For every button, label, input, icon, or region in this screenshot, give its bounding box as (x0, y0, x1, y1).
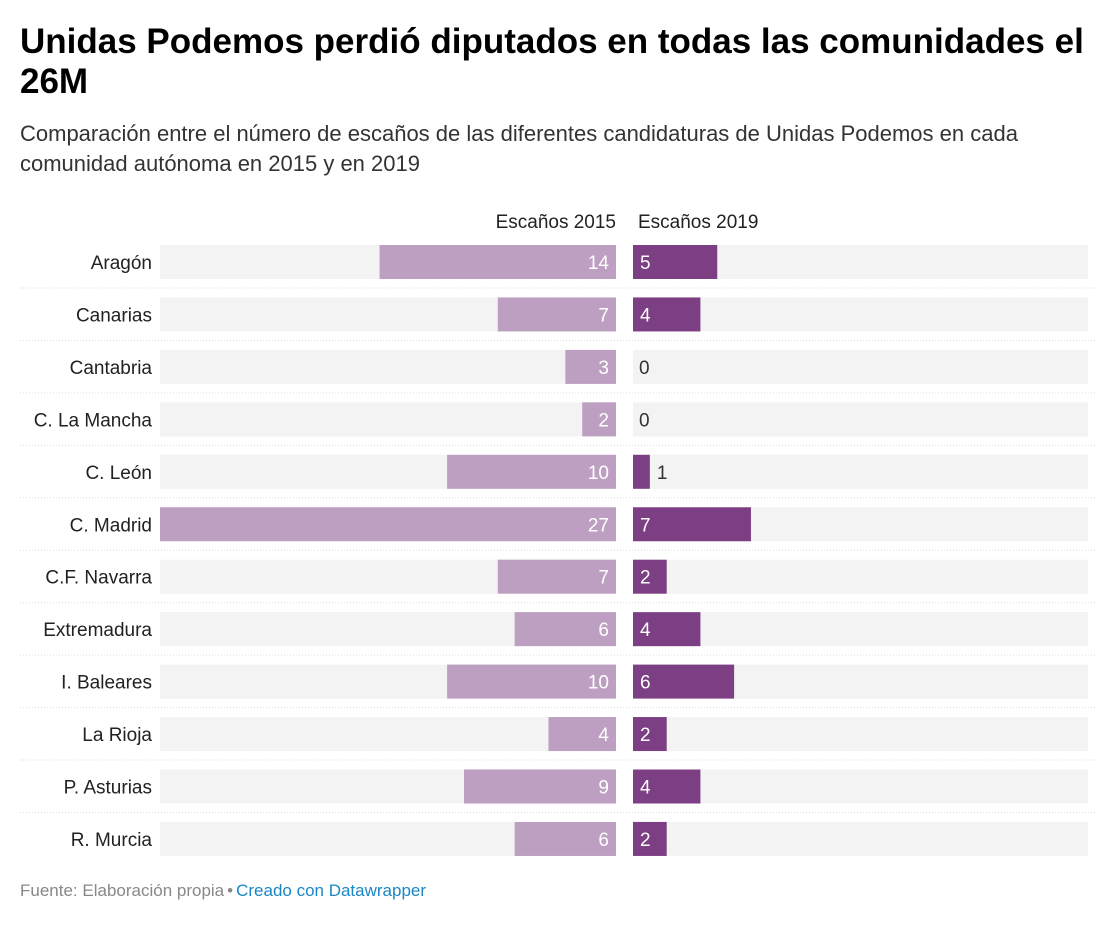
bar-2019 (633, 664, 735, 699)
value-label-2015: 10 (588, 463, 609, 484)
category-label: C. León (85, 463, 152, 484)
bar-2015 (379, 245, 616, 279)
value-label-2019: 2 (640, 830, 651, 851)
bar-2015 (160, 507, 616, 542)
value-label-2019: 4 (640, 305, 651, 326)
bar-2019 (633, 297, 701, 332)
value-label-2019: 2 (640, 568, 651, 589)
bar-2015 (548, 717, 616, 752)
track-2019 (633, 821, 1088, 856)
track-2015 (160, 717, 616, 752)
value-label-2019: 6 (640, 673, 651, 694)
source-note: Fuente: Elaboración propia (20, 881, 225, 900)
category-label: La Rioja (82, 725, 152, 746)
value-label-2019: 7 (640, 515, 651, 536)
bar-2019 (633, 612, 701, 647)
track-2019 (633, 612, 1088, 647)
value-label-2015: 3 (598, 358, 609, 379)
track-2019 (633, 454, 1088, 489)
category-label: P. Asturias (64, 778, 152, 799)
bar-2015 (497, 559, 616, 594)
bar-2019 (633, 454, 650, 489)
bar-2015 (464, 769, 616, 804)
bar-2015 (497, 297, 616, 332)
track-2019 (633, 769, 1088, 804)
value-label-2015: 6 (598, 830, 609, 851)
datawrapper-credit-link[interactable]: Creado con Datawrapper (236, 881, 427, 900)
category-label: C.F. Navarra (45, 568, 152, 589)
track-2015 (160, 349, 616, 384)
value-label-2019: 4 (640, 620, 651, 641)
value-label-2015: 7 (598, 568, 609, 589)
value-label-2015: 9 (598, 778, 609, 799)
footer-separator: • (227, 881, 234, 900)
bar-2015 (447, 664, 616, 699)
chart-title: Unidas Podemos perdió diputados en todas… (20, 22, 1084, 101)
value-label-2015: 6 (598, 620, 609, 641)
category-label: C. La Mancha (34, 410, 153, 431)
category-label: C. Madrid (70, 515, 152, 536)
value-label-2015: 7 (598, 305, 609, 326)
category-label: Cantabria (70, 358, 153, 379)
bar-2019 (633, 769, 701, 804)
value-label-2019: 5 (640, 253, 651, 274)
footer: Fuente: Elaboración propia • Creado con Da… (20, 881, 426, 901)
bar-2019 (633, 821, 667, 856)
bar-2015 (565, 349, 616, 384)
chart-subtitle: Comparación entre el número de escaños d… (20, 121, 1018, 176)
bar-2015 (514, 821, 616, 856)
category-label: I. Baleares (61, 673, 152, 694)
value-label-2015: 27 (588, 515, 609, 536)
value-label-2015: 14 (588, 253, 610, 274)
value-label-2015: 10 (588, 673, 609, 694)
bar-2015 (447, 454, 616, 489)
category-label: Canarias (76, 305, 152, 326)
track-2019 (633, 402, 1088, 437)
bar-2019 (633, 245, 718, 279)
track-2015 (160, 402, 616, 437)
category-label: Aragón (91, 253, 152, 274)
value-label-2019: 0 (639, 410, 650, 431)
category-label: R. Murcia (71, 830, 153, 851)
bar-2019 (633, 559, 667, 594)
bar-2015 (582, 402, 616, 437)
value-label-2019: 0 (639, 358, 650, 379)
value-label-2019: 2 (640, 725, 651, 746)
track-2019 (633, 349, 1088, 384)
value-label-2015: 2 (598, 410, 609, 431)
column-header-2019: Escaños 2019 (638, 212, 759, 233)
value-label-2015: 4 (598, 725, 609, 746)
bar-2019 (633, 507, 751, 542)
track-2019 (633, 297, 1088, 332)
track-2019 (633, 717, 1088, 752)
track-2019 (633, 559, 1088, 594)
value-label-2019: 1 (657, 463, 668, 484)
category-label: Extremadura (43, 620, 152, 641)
value-label-2019: 4 (640, 778, 651, 799)
column-header-2015: Escaños 2015 (495, 212, 616, 233)
bar-2015 (514, 612, 616, 647)
bar-2019 (633, 717, 667, 752)
